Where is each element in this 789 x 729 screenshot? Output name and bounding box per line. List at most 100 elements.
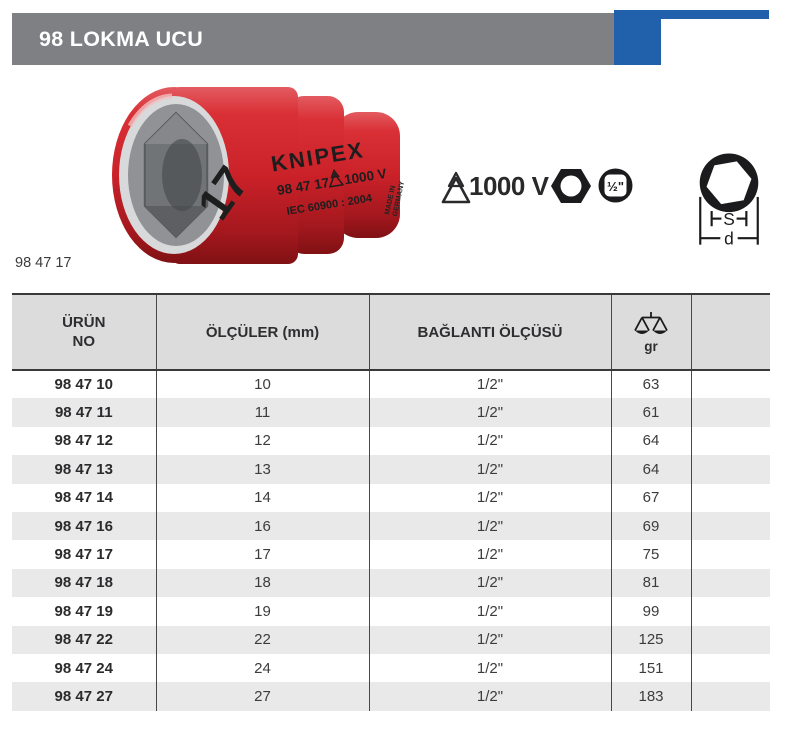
hex-nut-icon <box>551 169 591 203</box>
cell-notes <box>690 653 770 683</box>
cell-urun-no: 98 47 14 <box>54 489 113 507</box>
cell-olculer-mm: 17 <box>155 540 369 569</box>
cell-urun-no: 98 47 17 <box>54 546 113 564</box>
cell-notes <box>690 625 770 654</box>
table-row: 98 47 16 16 1/2" 69 <box>12 511 770 541</box>
double-triangle-icon <box>441 171 471 204</box>
table-body: 98 47 10 10 1/2" 63 98 47 11 11 1/2" 61 98 47 12… <box>12 370 770 711</box>
cell-olculer-mm: 14 <box>155 483 369 512</box>
cell-baglanti-olcusu: 1/2" <box>368 653 611 683</box>
cell-olculer-mm: 19 <box>155 597 369 626</box>
col-header-olculer: ÖLÇÜLER (mm) <box>155 294 369 371</box>
table-row: 98 47 17 17 1/2" 75 <box>12 540 770 569</box>
cell-urun-no: 98 47 13 <box>54 460 113 478</box>
table-row: 98 47 18 18 1/2" 81 <box>12 568 770 598</box>
cell-gr: 183 <box>610 682 691 711</box>
cell-gr: 67 <box>610 483 691 512</box>
dim-s-label: S <box>723 209 735 229</box>
cell-urun-no: 98 47 18 <box>54 574 113 592</box>
header-accent-strip <box>661 10 769 19</box>
cell-baglanti-olcusu: 1/2" <box>368 568 611 598</box>
cell-olculer-mm: 13 <box>155 455 369 484</box>
table-row: 98 47 27 27 1/2" 183 <box>12 682 770 711</box>
col-header-weight: gr <box>610 294 691 371</box>
cell-olculer-mm: 27 <box>155 682 369 711</box>
table-row: 98 47 24 24 1/2" 151 <box>12 653 770 683</box>
cell-notes <box>690 568 770 598</box>
voltage-rating-label: 1000 V <box>469 171 549 201</box>
col-header-label: ÜRÜN NO <box>62 313 106 351</box>
half-inch-drive-label: ½" <box>607 179 624 194</box>
socket-triangle-mark <box>328 168 345 188</box>
cell-baglanti-olcusu: 1/2" <box>368 426 611 456</box>
cell-notes <box>690 511 770 541</box>
cell-urun-no: 98 47 19 <box>54 602 113 620</box>
cell-baglanti-olcusu: 1/2" <box>368 597 611 626</box>
cell-notes <box>690 597 770 626</box>
cell-notes <box>690 483 770 512</box>
section-title-bar: 98 LOKMA UCU <box>12 13 614 65</box>
table-row: 98 47 22 22 1/2" 125 <box>12 625 770 654</box>
scale-icon <box>634 311 668 334</box>
cell-gr: 64 <box>610 426 691 456</box>
cell-baglanti-olcusu: 1/2" <box>368 370 611 399</box>
cell-notes <box>690 540 770 569</box>
table-header-row: ÜRÜN NO ÖLÇÜLER (mm) BAĞLANTI ÖLÇÜSÜ <box>12 294 770 371</box>
hex-dimension-diagram: S d <box>699 153 759 249</box>
half-inch-drive-icon: ½" <box>598 168 633 203</box>
cell-olculer-mm: 22 <box>155 625 369 654</box>
cell-urun-no: 98 47 16 <box>54 517 113 535</box>
header-accent-block <box>614 10 661 65</box>
cell-notes <box>690 370 770 399</box>
cell-urun-no: 98 47 12 <box>54 432 113 450</box>
table-row: 98 47 10 10 1/2" 63 <box>12 370 770 399</box>
cell-baglanti-olcusu: 1/2" <box>368 483 611 512</box>
cell-olculer-mm: 10 <box>155 370 369 399</box>
cell-olculer-mm: 16 <box>155 511 369 541</box>
cell-baglanti-olcusu: 1/2" <box>368 511 611 541</box>
cell-urun-no: 98 47 22 <box>54 631 113 649</box>
cell-notes <box>690 455 770 484</box>
product-photo: 17 KNIPEX 98 47 17 1000 V IEC 60900 : 20… <box>112 87 406 264</box>
cell-gr: 64 <box>610 455 691 484</box>
cell-olculer-mm: 24 <box>155 653 369 683</box>
cell-urun-no: 98 47 24 <box>54 659 113 677</box>
cell-gr: 81 <box>610 568 691 598</box>
cell-notes <box>690 398 770 427</box>
page-title: 98 LOKMA UCU <box>39 26 204 51</box>
col-header-label: BAĞLANTI ÖLÇÜSÜ <box>417 323 563 341</box>
cell-gr: 151 <box>610 653 691 683</box>
table-row: 98 47 12 12 1/2" 64 <box>12 426 770 456</box>
table-row: 98 47 13 13 1/2" 64 <box>12 455 770 484</box>
spec-table: ÜRÜN NO ÖLÇÜLER (mm) BAĞLANTI ÖLÇÜSÜ <box>12 293 770 711</box>
product-caption: 98 47 17 <box>15 255 72 271</box>
cell-notes <box>690 682 770 711</box>
cell-baglanti-olcusu: 1/2" <box>368 540 611 569</box>
col-header-label: ÖLÇÜLER (mm) <box>205 323 320 341</box>
col-header-notes <box>690 294 770 371</box>
cell-baglanti-olcusu: 1/2" <box>368 682 611 711</box>
cell-urun-no: 98 47 10 <box>54 376 113 394</box>
cell-baglanti-olcusu: 1/2" <box>368 398 611 427</box>
cell-gr: 75 <box>610 540 691 569</box>
cell-olculer-mm: 12 <box>155 426 369 456</box>
table-row: 98 47 19 19 1/2" 99 <box>12 597 770 626</box>
col-header-baglanti: BAĞLANTI ÖLÇÜSÜ <box>368 294 611 371</box>
cell-gr: 63 <box>610 370 691 399</box>
cell-gr: 99 <box>610 597 691 626</box>
cell-gr: 61 <box>610 398 691 427</box>
col-header-label: gr <box>644 338 658 354</box>
cell-baglanti-olcusu: 1/2" <box>368 625 611 654</box>
dim-d-label: d <box>724 229 734 249</box>
cell-urun-no: 98 47 27 <box>54 687 113 705</box>
cell-olculer-mm: 18 <box>155 568 369 598</box>
col-header-urun-no: ÜRÜN NO <box>12 294 156 371</box>
cell-gr: 69 <box>610 511 691 541</box>
table-row: 98 47 11 11 1/2" 61 <box>12 398 770 427</box>
cell-baglanti-olcusu: 1/2" <box>368 455 611 484</box>
table-row: 98 47 14 14 1/2" 67 <box>12 483 770 512</box>
cell-notes <box>690 426 770 456</box>
cell-urun-no: 98 47 11 <box>54 404 113 422</box>
cell-gr: 125 <box>610 625 691 654</box>
